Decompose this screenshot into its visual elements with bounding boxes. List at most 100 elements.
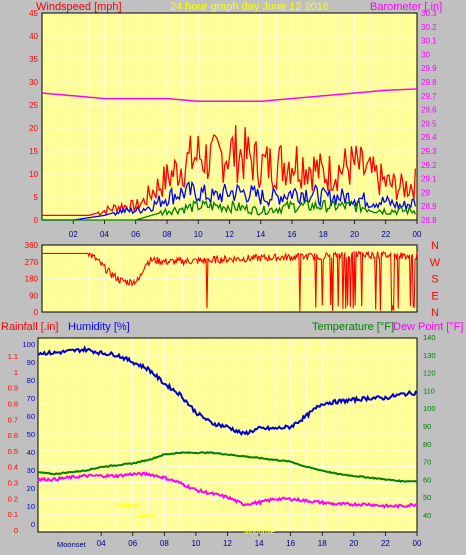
humidity-tick-label: 50 [27,430,35,439]
compass-label: N [431,240,439,252]
chart-title: 24 hour graph day June 12 2016 [170,1,329,13]
x-tick-label: 16 [286,539,295,548]
compass-label: N [431,307,439,319]
x-tick-label: 10 [191,539,200,548]
direction-tick-label: 90 [29,291,38,300]
x-tick-label: 08 [163,230,172,239]
temperature-tick-label: 110 [423,386,435,395]
compass-label: E [431,290,438,302]
rainfall-tick-label: 0.4 [8,463,18,472]
moonrise-label: Moonrise [244,527,275,536]
x-tick-label: 12 [223,539,232,548]
barometer-tick-label: 28.9 [421,202,437,211]
dewpoint-line [37,471,417,510]
barometer-tick-label: 29.9 [421,64,437,73]
barometer-tick-label: 29.5 [421,119,437,128]
x-tick-label: 00 [413,539,422,548]
humidity-line [37,344,418,437]
temperature-tick-label: 120 [423,369,436,378]
windspeed-tick-label: 15 [29,147,38,156]
wind-gust-line [42,125,417,217]
rainfall-tick-label: 0.9 [8,384,18,393]
x-tick-label: 22 [381,230,390,239]
barometer-tick-label: 29.6 [421,106,437,115]
rainfall-tick-label: 1 [14,368,18,377]
direction-tick-label: 180 [25,275,39,284]
humidity-tick-label: 60 [27,412,35,421]
x-tick-label: 02 [69,230,78,239]
direction-tick-label: 270 [25,258,39,267]
rainfall-axis-title: Rainfall [.in] [1,321,58,333]
x-tick-label: 20 [349,539,358,548]
barometer-tick-label: 29.4 [421,133,437,142]
x-tick-label: 04 [100,230,109,239]
temperature-tick-label: 90 [423,422,431,431]
wind-direction-line [42,250,418,312]
x-tick-label: 10 [194,230,203,239]
direction-tick-label: 360 [25,241,39,250]
windspeed-tick-label: 5 [34,193,39,202]
barometer-tick-label: 29.1 [421,175,437,184]
wind-low-line [42,199,416,221]
rainfall-tick-label: 0.7 [8,415,18,424]
x-tick-label: 12 [225,230,234,239]
x-tick-label: 16 [288,230,297,239]
humidity-tick-label: 80 [27,376,35,385]
rainfall-tick-label: 0 [14,526,18,535]
bottom-plot-frame [37,337,418,533]
rainfall-tick-label: 0.3 [8,479,18,488]
temperature-tick-label: 80 [423,440,431,449]
rainfall-tick-label: 0.6 [8,431,18,440]
x-tick-label: 22 [381,539,390,548]
barometer-tick-label: 30.2 [421,23,437,32]
windspeed-tick-label: 35 [29,55,38,64]
humidity-tick-label: 20 [27,484,35,493]
windspeed-tick-label: 45 [29,9,38,18]
temperature-line [38,451,418,483]
top-plot-frame [41,12,418,221]
x-tick-label: 18 [319,230,328,239]
x-tick-label: 06 [131,230,140,239]
barometer-tick-label: 28.8 [421,216,437,225]
barometer-tick-label: 30.3 [421,9,437,18]
temperature-axis-title: Temperature [°F] [312,321,394,333]
chart-marks [37,88,418,510]
x-tick-label: 18 [318,539,327,548]
x-tick-label: 14 [256,230,265,239]
compass-label: S [431,274,438,286]
windspeed-tick-label: 30 [29,78,38,87]
barometer-tick-label: 29.7 [421,92,437,101]
humidity-tick-label: 100 [22,340,35,349]
windspeed-tick-label: 10 [29,170,38,179]
temperature-tick-label: 140 [423,333,436,342]
temperature-tick-label: 100 [423,404,436,413]
moonset-label: Moonset [57,540,87,549]
barometer-tick-label: 29.8 [421,78,437,87]
temperature-tick-label: 40 [423,511,431,520]
humidity-axis-title: Humidity [%] [68,321,130,333]
windspeed-tick-label: 40 [29,32,38,41]
humidity-tick-label: 90 [27,358,35,367]
barometer-tick-label: 30 [421,50,430,59]
temperature-tick-label: 50 [423,493,431,502]
barometer-tick-label: 29.2 [421,161,437,170]
windspeed-tick-label: 25 [29,101,38,110]
windspeed-axis-title: Windspeed [mph] [36,1,122,13]
temperature-tick-label: 70 [423,458,431,467]
humidity-tick-label: 70 [27,394,35,403]
x-tick-label: 04 [97,539,106,548]
humidity-tick-label: 0 [31,520,35,529]
rainfall-tick-label: 0.2 [8,494,18,503]
barometer-line [41,88,418,103]
humidity-tick-label: 40 [27,448,35,457]
x-tick-label: 20 [350,230,359,239]
x-tick-label: 00 [413,230,422,239]
x-tick-label: 14 [255,539,264,548]
sunset-label: Sunset [132,511,156,520]
sunrise-label: Sunrise [114,501,139,510]
humidity-tick-label: 10 [27,502,35,511]
dewpoint-axis-title: Dew Point [°F] [393,321,463,333]
windspeed-tick-label: 0 [34,216,39,225]
rainfall-tick-label: 0.5 [8,447,18,456]
